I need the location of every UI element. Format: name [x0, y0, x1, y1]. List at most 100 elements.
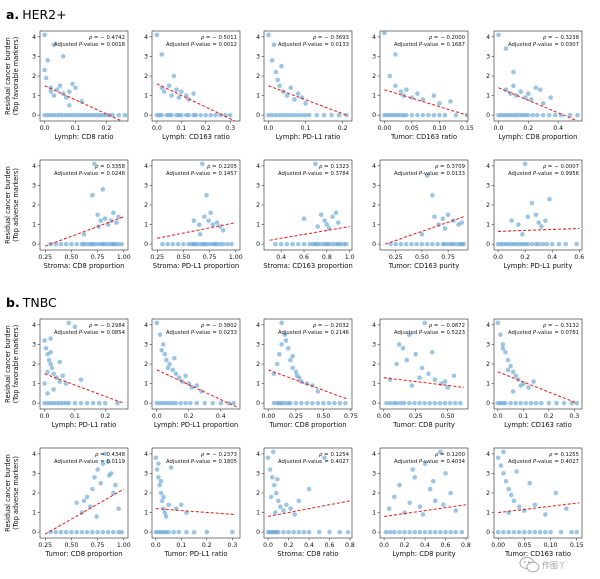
x-tick-label: 0.0: [40, 125, 50, 132]
y-tick-label: 1: [372, 510, 376, 517]
data-point: [441, 502, 446, 508]
pvalue-value: = 0.0781: [554, 330, 579, 336]
data-point: [42, 67, 47, 73]
pvalue-label-pre: Adjusted: [394, 171, 419, 177]
pvalue-label-post: -value: [82, 42, 98, 48]
data-point: [81, 232, 87, 237]
y-tick-label: 0: [144, 112, 148, 119]
data-point: [100, 529, 106, 535]
data-point: [322, 218, 327, 223]
data-point: [278, 241, 284, 247]
x-tick-label: 0.2: [184, 413, 194, 420]
pvalue-value: = 0.0307: [554, 42, 579, 48]
pvalue-label-italic: P: [419, 42, 423, 48]
pvalue-label-italic: P: [303, 42, 307, 48]
data-point: [431, 93, 437, 98]
data-point: [518, 89, 524, 94]
pvalue-value: = 0.0018: [100, 42, 125, 48]
data-point: [98, 218, 104, 223]
y-tick-label: 0: [256, 400, 260, 407]
x-tick-label: 0.0: [264, 125, 274, 132]
data-point: [575, 112, 580, 118]
pvalue-label-post: -value: [536, 171, 552, 177]
data-point: [394, 400, 399, 406]
data-point: [166, 502, 171, 508]
pvalue-label-post: -value: [82, 330, 98, 336]
data-point: [321, 112, 327, 118]
data-point: [194, 400, 200, 406]
y-tick-label: 0: [144, 400, 148, 407]
pvalue-label-italic: P: [419, 171, 423, 177]
data-point: [66, 400, 72, 406]
data-points: [273, 161, 349, 247]
pvalue-label-pre: Adjusted: [394, 42, 419, 48]
watermark-text: 作图丫: [542, 560, 566, 570]
data-point: [345, 529, 351, 535]
data-point: [299, 112, 305, 118]
data-point: [344, 112, 349, 118]
data-point: [513, 400, 518, 406]
data-point: [94, 514, 99, 519]
data-point: [398, 400, 403, 406]
data-point: [167, 400, 172, 406]
regression-line: [45, 216, 124, 247]
rho-text: ρ = 0.1323: [319, 164, 349, 170]
data-point: [543, 529, 548, 535]
section-b-label: TNBC: [22, 295, 57, 310]
y-tick-label: 1: [32, 222, 36, 229]
data-point: [163, 514, 169, 519]
data-point: [223, 112, 228, 118]
x-tick-label: 0.1: [176, 542, 186, 549]
data-point: [157, 400, 163, 406]
row-ylabel: Residual cancer burden(Top favorable mar…: [4, 325, 20, 404]
y-tick-label: 3: [372, 54, 376, 61]
pvalue-value: = 0.0248: [100, 171, 125, 177]
data-point: [178, 400, 184, 406]
data-point: [42, 381, 47, 386]
y-tick-label: 2: [144, 490, 148, 497]
rho-value: − 0.2000: [440, 35, 465, 41]
data-point: [161, 506, 166, 511]
data-point: [54, 375, 59, 380]
data-point: [154, 32, 160, 38]
data-point: [282, 332, 288, 337]
data-point: [547, 196, 552, 202]
y-tick-label: 3: [144, 342, 148, 349]
x-tick-label: 0.4: [547, 254, 557, 261]
data-point: [92, 161, 97, 167]
data-point: [315, 389, 321, 394]
data-point: [193, 241, 199, 247]
data-point: [501, 449, 506, 455]
data-point: [170, 241, 176, 247]
data-point: [442, 241, 448, 247]
data-point: [307, 241, 313, 247]
data-point: [100, 461, 106, 466]
data-point: [318, 241, 324, 247]
data-point: [60, 373, 66, 379]
data-point: [505, 367, 511, 373]
data-point: [430, 241, 435, 247]
data-point: [84, 241, 90, 247]
data-point: [186, 241, 191, 247]
data-point: [288, 506, 293, 511]
x-tick-label: 0.2: [100, 413, 110, 420]
regression-line: [268, 85, 347, 116]
pvalue-label-italic: P: [79, 459, 83, 465]
data-point: [526, 385, 531, 390]
data-point: [164, 400, 169, 406]
y-tick-label: 0: [372, 400, 376, 407]
data-point: [191, 218, 197, 223]
data-point: [533, 400, 539, 406]
data-point: [530, 112, 536, 118]
data-point: [208, 112, 213, 118]
pvalue-label-post: -value: [82, 459, 98, 465]
pvalue-label-post: -value: [422, 330, 438, 336]
data-point: [208, 210, 213, 216]
data-point: [154, 467, 160, 472]
regression-line: [44, 373, 124, 404]
data-point: [105, 241, 111, 247]
data-point: [337, 529, 343, 535]
